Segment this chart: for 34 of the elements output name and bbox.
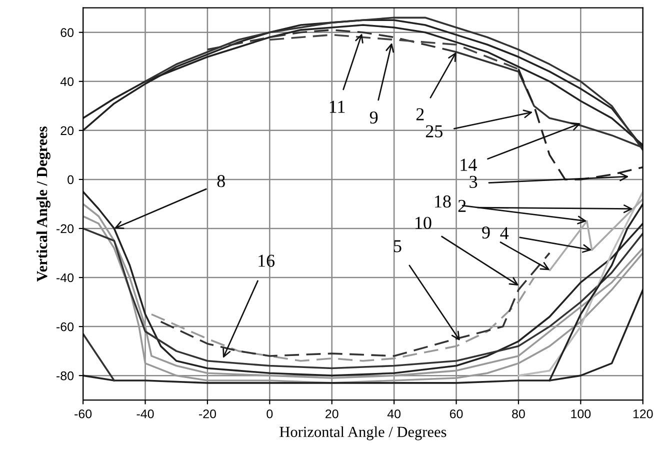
x-tick-label: -60 xyxy=(74,409,92,418)
y-tick-label: 0 xyxy=(68,175,74,184)
y-tick-label: 20 xyxy=(60,126,74,136)
x-tick-label: 40 xyxy=(387,409,401,418)
annotation: 2 xyxy=(458,200,466,212)
annotation: 16 xyxy=(258,254,275,267)
y-tick-label: -60 xyxy=(56,322,74,332)
y-axis-title: Vertical Angle / Degrees xyxy=(36,126,50,282)
annotation: 10 xyxy=(416,216,432,230)
x-tick-label: 100 xyxy=(571,409,591,418)
x-tick-label: 20 xyxy=(326,409,338,418)
annotation: 3 xyxy=(470,176,478,188)
x-tick-label: -40 xyxy=(136,409,154,418)
y-tick-label: -20 xyxy=(56,224,74,234)
annotation: 14 xyxy=(460,158,477,171)
x-tick-label: -20 xyxy=(198,409,216,418)
annotation: 9 xyxy=(370,111,378,124)
y-tick-label: 60 xyxy=(60,28,74,38)
annotation: 9 xyxy=(482,226,490,239)
x-tick-label: 120 xyxy=(633,409,653,418)
annotation: 8 xyxy=(217,174,225,188)
y-tick-label: -80 xyxy=(56,371,74,380)
annotation: 18 xyxy=(435,195,451,208)
y-tick-label: 40 xyxy=(60,77,74,86)
annotation: 5 xyxy=(394,240,402,252)
x-tick-label: 0 xyxy=(266,409,273,418)
annotation: 4 xyxy=(500,227,509,240)
annotation: 25 xyxy=(426,125,442,138)
annotation: 2 xyxy=(416,108,424,120)
y-tick-label: -40 xyxy=(56,273,74,282)
x-tick-label: 60 xyxy=(450,409,463,418)
annotation: 11 xyxy=(330,100,345,113)
x-tick-label: 80 xyxy=(512,409,525,418)
x-axis-title: Horizontal Angle / Degrees xyxy=(280,426,446,440)
